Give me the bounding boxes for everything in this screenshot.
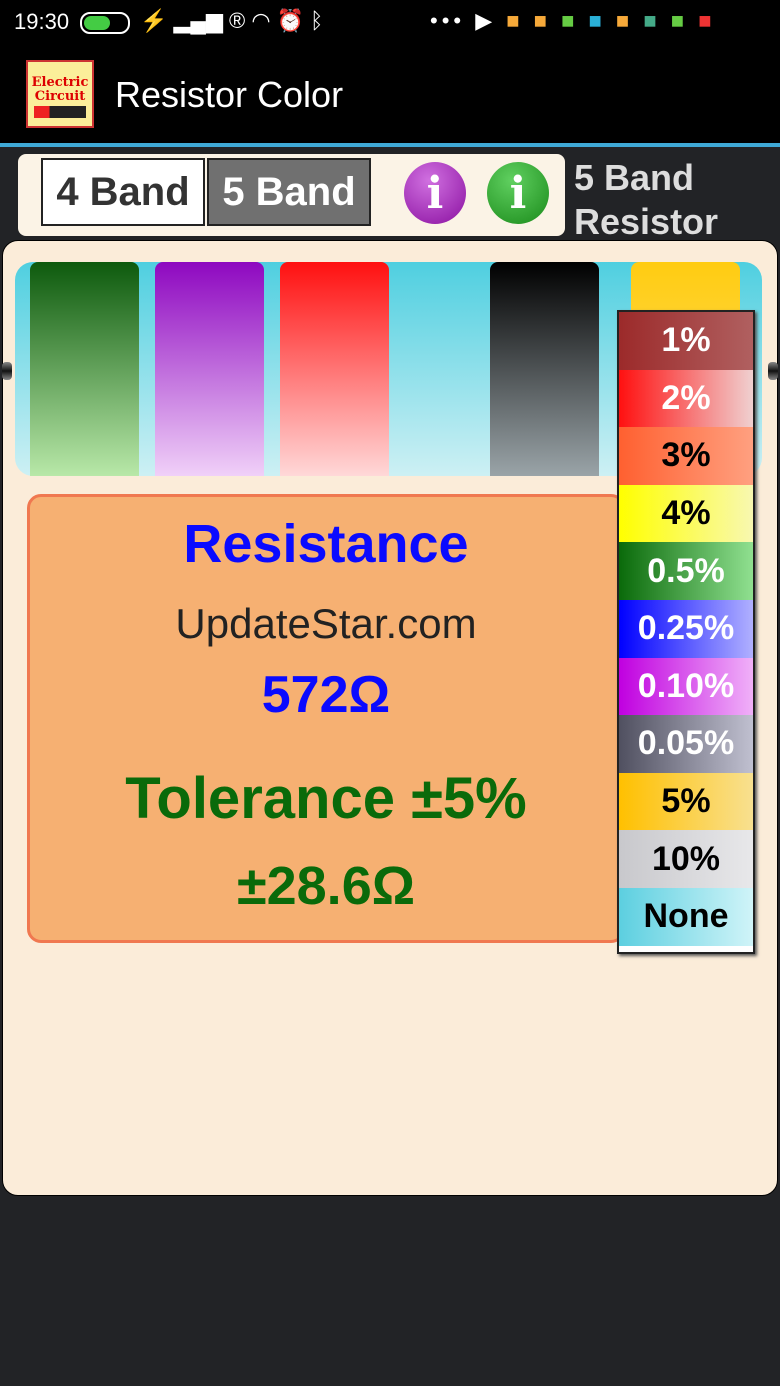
- tolerance-option[interactable]: 10%: [619, 830, 753, 888]
- resistance-value: 572Ω: [261, 666, 391, 724]
- battery-icon: [80, 12, 130, 34]
- mode-label-line1: 5 Band: [574, 157, 695, 198]
- tolerance-text: Tolerance ±5%: [125, 766, 527, 831]
- tolerance-option[interactable]: 3%: [619, 427, 753, 485]
- status-icons: ⚡ ▂▄▆ ® ◠ ⏰ ᛒ: [140, 8, 324, 33]
- band-2-violet[interactable]: [155, 262, 264, 476]
- 4-band-button[interactable]: 4 Band: [41, 158, 205, 226]
- app-bar: Electric Circuit Resistor Color: [0, 44, 780, 143]
- tolerance-option[interactable]: 0.05%: [619, 715, 753, 773]
- band-1-green[interactable]: [30, 262, 139, 476]
- band-toolbar: 4 Band 5 Band i i: [18, 154, 565, 236]
- tolerance-dropdown[interactable]: 1% 2% 3% 4% 0.5% 0.25% 0.10% 0.05% 5% 10% None: [617, 310, 755, 954]
- watermark: UpdateStar.com: [175, 600, 477, 647]
- tolerance-option[interactable]: 2%: [619, 369, 753, 428]
- band-3-red[interactable]: [280, 262, 389, 476]
- tolerance-option[interactable]: 4%: [619, 484, 753, 543]
- status-time: 19:30: [14, 9, 70, 34]
- status-bar: 19:30 ⚡ ▂▄▆ ® ◠ ⏰ ᛒ ••• ▶ ■ ■ ■ ■ ■ ■ ■ …: [0, 0, 780, 44]
- tolerance-deviation: ±28.6Ω: [236, 856, 416, 916]
- resistance-heading: Resistance: [183, 514, 469, 574]
- divider: [0, 143, 780, 147]
- 5-band-button[interactable]: 5 Band: [207, 158, 371, 226]
- mode-label: 5 Band Resistor: [574, 156, 718, 244]
- resistor-lead-right: [768, 362, 778, 380]
- notification-icons: ••• ▶ ■ ■ ■ ■ ■ ■ ■ ■: [430, 8, 716, 33]
- tolerance-option[interactable]: None: [619, 887, 753, 946]
- resistor-lead-left: [2, 362, 12, 380]
- result-box: Resistance UpdateStar.com 572Ω Tolerance…: [27, 494, 625, 943]
- band-4-black[interactable]: [490, 262, 599, 476]
- tolerance-option[interactable]: 5%: [619, 772, 753, 831]
- tolerance-option[interactable]: 0.5%: [619, 542, 753, 600]
- app-logo: Electric Circuit: [26, 60, 94, 128]
- mode-label-line2: Resistor: [574, 201, 719, 242]
- info-icon-green[interactable]: i: [487, 162, 549, 224]
- tolerance-option[interactable]: 0.25%: [619, 599, 753, 658]
- app-title: Resistor Color: [115, 74, 344, 115]
- info-icon-purple[interactable]: i: [404, 162, 466, 224]
- tolerance-option[interactable]: 0.10%: [619, 657, 753, 716]
- tolerance-option[interactable]: 1%: [619, 312, 753, 370]
